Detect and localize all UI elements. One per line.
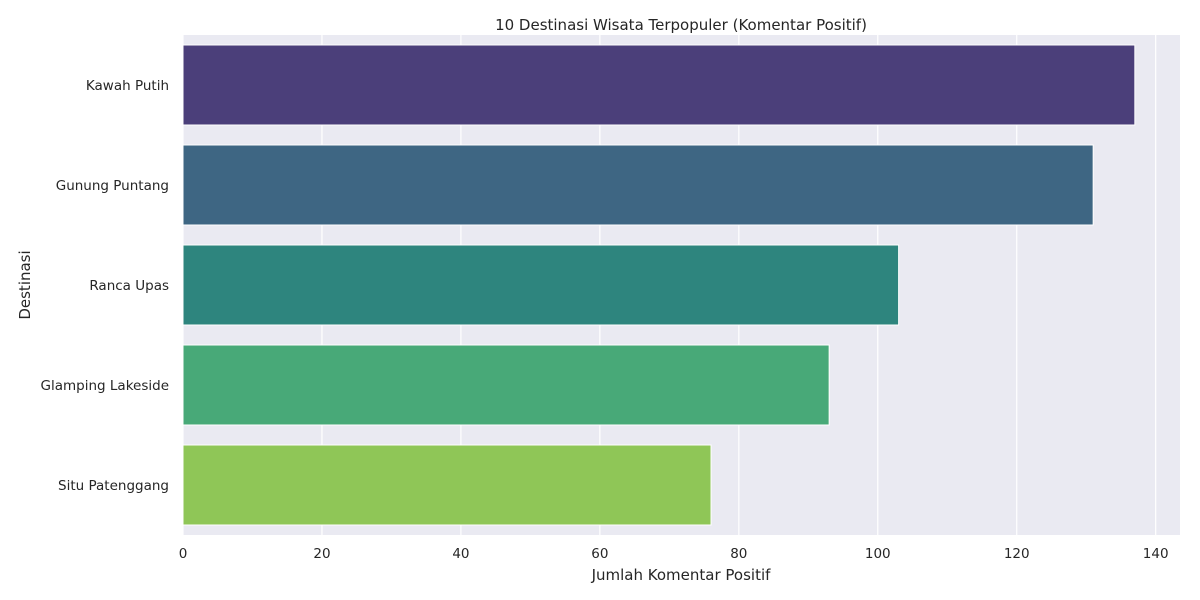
x-tick-label: 0 bbox=[179, 546, 188, 562]
x-axis-title: Jumlah Komentar Positif bbox=[591, 566, 772, 584]
chart-title: 10 Destinasi Wisata Terpopuler (Komentar… bbox=[495, 16, 867, 34]
y-tick-labels: Kawah Putih Gunung Puntang Ranca Upas Glamp… bbox=[41, 78, 169, 494]
x-tick-label: 100 bbox=[865, 546, 891, 562]
y-tick-label: Gunung Puntang bbox=[56, 178, 169, 194]
x-tick-label: 60 bbox=[591, 546, 608, 562]
y-tick-label: Kawah Putih bbox=[86, 78, 169, 94]
y-tick-label: Ranca Upas bbox=[89, 278, 169, 294]
x-tick-label: 40 bbox=[452, 546, 469, 562]
bars bbox=[182, 44, 1136, 526]
bar bbox=[182, 344, 830, 426]
y-tick-label: Glamping Lakeside bbox=[41, 378, 169, 394]
y-tick-label: Situ Patenggang bbox=[58, 478, 169, 494]
x-tick-label: 80 bbox=[730, 546, 747, 562]
bar bbox=[182, 244, 900, 326]
x-tick-labels: 0 20 40 60 80 100 120 140 bbox=[179, 546, 1169, 562]
x-tick-label: 20 bbox=[313, 546, 330, 562]
bar bbox=[182, 44, 1136, 126]
y-axis-title: Destinasi bbox=[16, 250, 34, 319]
bar bbox=[182, 144, 1094, 226]
x-tick-label: 140 bbox=[1143, 546, 1169, 562]
bar bbox=[182, 444, 712, 526]
x-tick-label: 120 bbox=[1004, 546, 1030, 562]
